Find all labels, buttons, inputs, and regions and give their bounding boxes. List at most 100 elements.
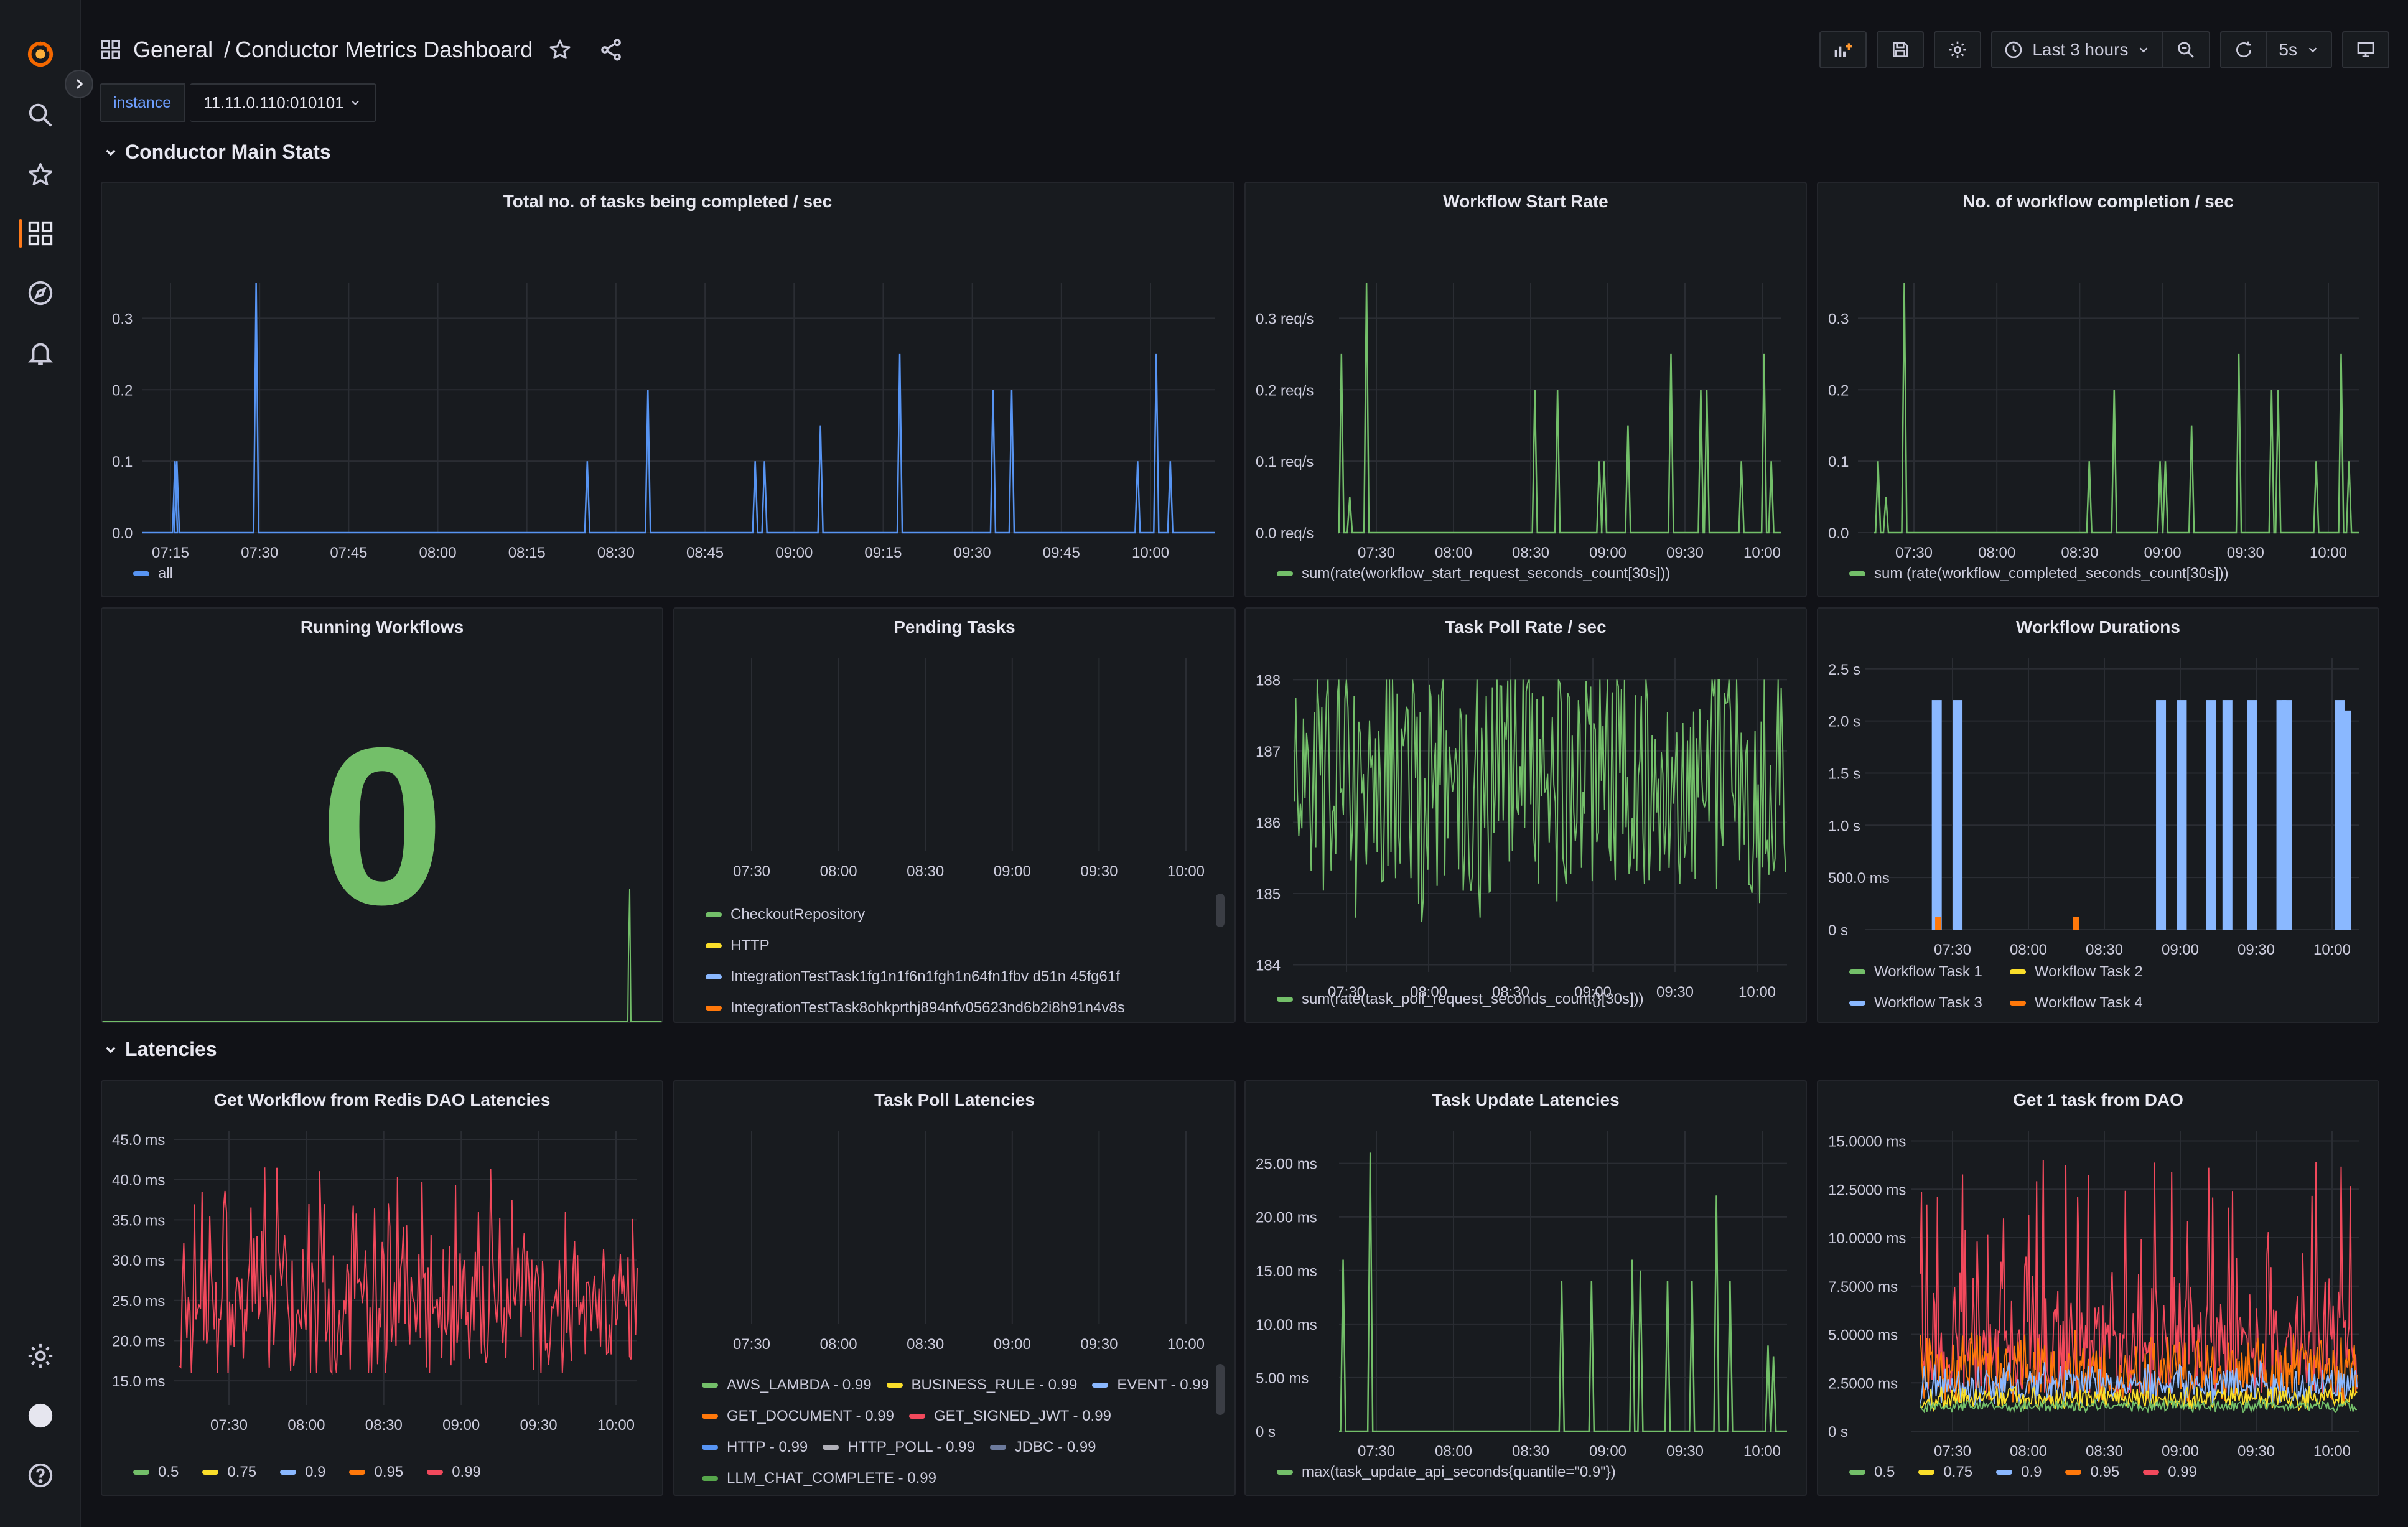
legend-item[interactable]: all [133, 565, 173, 582]
zoom-out-button[interactable] [2163, 31, 2211, 68]
panel-pending-tasks[interactable]: Pending Tasks 07:30 08:00 08:30 09:00 09:30 1… [673, 607, 1236, 1023]
legend-item[interactable]: GET_SIGNED_JWT - 0.99 [908, 1408, 1111, 1425]
legend-item[interactable]: max(task_update_api_seconds{quantile="0.… [1277, 1464, 1616, 1481]
duration-bar [1935, 917, 1942, 930]
dashboard-settings-button[interactable] [1934, 31, 1982, 68]
row-conductor-main-stats[interactable]: Conductor Main Stats [103, 141, 331, 164]
legend-item[interactable]: 0.95 [2065, 1464, 2119, 1481]
legend-item[interactable]: IntegrationTestTask1fg1n1f6n1fgh1n64fn1f… [706, 968, 1126, 986]
x-tick-label: 09:00 [775, 544, 813, 561]
legend-item[interactable]: 0.75 [1918, 1464, 1972, 1481]
x-tick-label: 10:00 [1167, 863, 1205, 880]
duration-bar [1931, 700, 1942, 930]
series-line [1920, 1361, 2358, 1408]
legend-label: IntegrationTestTask1fg1n1f6n1fgh1n64fn1f… [730, 968, 1120, 985]
chevron-down-icon [2140, 47, 2148, 53]
legend-scrollbar[interactable] [1216, 894, 1225, 927]
legend-item[interactable]: HTTP - 0.99 [702, 1439, 808, 1456]
x-tick-label: 08:00 [820, 1336, 857, 1353]
legend-item[interactable]: IntegrationTestTask8ohkprthj894nfv05623n… [706, 999, 1126, 1017]
legend-item[interactable]: 0.5 [1849, 1464, 1895, 1481]
settings-gear-icon[interactable] [25, 1340, 56, 1371]
legend-item[interactable]: 0.75 [202, 1464, 256, 1481]
legend-item[interactable]: Workflow Task 4 [2009, 994, 2143, 1012]
x-tick-label: 09:30 [2238, 1443, 2275, 1460]
grafana-logo-icon[interactable] [25, 39, 56, 70]
legend-label: 0.5 [1874, 1464, 1895, 1480]
legend-item[interactable]: 0.9 [1996, 1464, 2042, 1481]
tv-mode-button[interactable] [2342, 31, 2389, 68]
panel-task-update-latencies[interactable]: Task Update Latencies 0 s 5.00 ms 10.00 ms… [1244, 1080, 1807, 1496]
legend-item[interactable]: GET_DOCUMENT - 0.99 [702, 1408, 894, 1425]
legend-label: CheckoutRepository [730, 906, 866, 923]
search-icon[interactable] [25, 100, 56, 131]
side-menu [0, 0, 81, 1527]
panel-title: Get Workflow from Redis DAO Latencies [213, 1090, 551, 1109]
panel-title: No. of workflow completion / sec [1962, 192, 2234, 211]
legend-item[interactable]: AWS_LAMBDA - 0.99 [702, 1376, 872, 1394]
panel-workflow-durations[interactable]: Workflow Durations 0 s 500.0 ms 1.0 s 1.5 s… [1817, 607, 2379, 1023]
panel-task-poll-latencies[interactable]: Task Poll Latencies 07:30 08:00 08:30 09:00… [673, 1080, 1236, 1496]
legend-item[interactable]: Workflow Task 2 [2009, 963, 2143, 981]
refresh-button[interactable] [2220, 31, 2268, 68]
x-tick-label: 08:00 [1435, 1443, 1472, 1460]
instance-select[interactable]: 11.11.0.110:010101 [190, 83, 376, 122]
user-avatar-icon[interactable] [25, 1400, 56, 1431]
refresh-interval-picker[interactable]: 5s [2267, 31, 2332, 68]
save-dashboard-button[interactable] [1877, 31, 1925, 68]
axes: 0 s 500.0 ms 1.0 s 1.5 s 2.0 s 2.5 s 07:30 08:0… [1828, 658, 2359, 958]
save-icon [1893, 42, 1908, 57]
x-tick-label: 07:30 [210, 1417, 248, 1434]
explore-icon[interactable] [25, 278, 56, 309]
panel-running-workflows[interactable]: Running Workflows 0 [101, 607, 663, 1023]
dashboard-title[interactable]: Conductor Metrics Dashboard [235, 37, 533, 62]
legend-item[interactable]: EVENT - 0.99 [1092, 1376, 1209, 1394]
panel-get-task-from-dao[interactable]: Get 1 task from DAO 0 s 2.5000 ms 5.0000 m… [1817, 1080, 2379, 1496]
share-icon[interactable] [599, 37, 623, 62]
legend-item[interactable]: HTTP_POLL - 0.99 [823, 1439, 975, 1456]
legend-item[interactable]: JDBC - 0.99 [989, 1439, 1096, 1456]
dashboards-icon[interactable] [25, 218, 56, 249]
starred-icon[interactable] [25, 159, 56, 190]
y-tick-label: 0.2 [112, 382, 133, 399]
alerting-bell-icon[interactable] [25, 337, 56, 368]
legend-item[interactable]: BUSINESS_RULE - 0.99 [886, 1376, 1077, 1394]
legend-scrollbar[interactable] [1216, 1364, 1225, 1415]
y-tick-label: 2.5000 ms [1828, 1375, 1898, 1392]
legend-item[interactable]: Workflow Task 1 [1849, 963, 1982, 981]
panel-redis-latencies[interactable]: Get Workflow from Redis DAO Latencies 15… [101, 1080, 663, 1496]
panel-workflow-start-rate[interactable]: Workflow Start Rate 0.0 req/s 0.1 req/s 0.… [1244, 182, 1807, 597]
legend-item[interactable]: sum(rate(workflow_start_request_seconds_… [1277, 565, 1670, 582]
panel-workflow-completion[interactable]: No. of workflow completion / sec 0.0 0.1 0… [1817, 182, 2379, 597]
help-icon[interactable] [25, 1460, 56, 1491]
legend-item[interactable]: HTTP [706, 937, 1126, 955]
time-picker-button[interactable]: Last 3 hours [1991, 31, 2163, 68]
star-icon[interactable] [548, 37, 572, 62]
panel-tasks-completed[interactable]: Total no. of tasks being completed / sec… [101, 182, 1234, 597]
chart-legend: 0.5 0.75 0.9 0.95 0.99 [1849, 1464, 2197, 1481]
x-tick-label: 08:45 [686, 544, 724, 561]
legend-item[interactable]: Workflow Task 3 [1849, 994, 1982, 1012]
legend-item[interactable]: 0.95 [349, 1464, 403, 1481]
panel-task-poll-rate[interactable]: Task Poll Rate / sec 184 185 186 187 188 07:3… [1244, 607, 1807, 1023]
y-tick-label: 7.5000 ms [1828, 1279, 1898, 1296]
legend-item[interactable]: 0.5 [133, 1464, 179, 1481]
row-latencies[interactable]: Latencies [103, 1038, 217, 1061]
legend-item[interactable]: sum(rate(task_poll_request_seconds_count… [1277, 991, 1644, 1008]
x-tick-label: 08:00 [1978, 544, 2015, 561]
legend-item[interactable]: 0.99 [2143, 1464, 2197, 1481]
legend-item[interactable]: LLM_CHAT_COMPLETE - 0.99 [702, 1470, 936, 1487]
legend-swatch [706, 974, 722, 979]
chevron-down-icon [351, 100, 359, 105]
legend-item[interactable]: CheckoutRepository [706, 906, 1126, 923]
legend-item[interactable]: sum (rate(workflow_completed_seconds_cou… [1849, 565, 2229, 582]
legend-item[interactable]: 0.99 [427, 1464, 481, 1481]
x-tick-label: 07:15 [152, 544, 189, 561]
sidebar-expand-chevron-icon[interactable] [65, 70, 93, 98]
legend-item[interactable]: 0.9 [280, 1464, 325, 1481]
add-panel-button[interactable] [1819, 31, 1867, 68]
legend-label: 0.75 [227, 1464, 257, 1480]
panel-title: Task Poll Rate / sec [1445, 617, 1607, 637]
breadcrumb-folder[interactable]: General [133, 37, 213, 62]
task-poll-latency-chart: 07:30 08:00 08:30 09:00 09:30 10:00 [733, 1131, 1205, 1353]
